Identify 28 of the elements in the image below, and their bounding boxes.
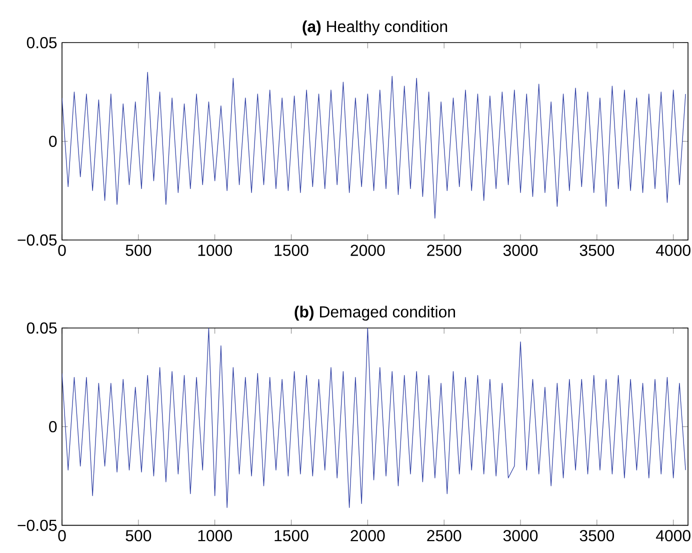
x-tick-label: 500: [126, 244, 152, 256]
x-tick-label: 1000: [198, 530, 232, 542]
y-tick-label: 0: [49, 420, 57, 432]
y-tick-label: −0.05: [18, 520, 57, 531]
chart-title: (b) Demaged condition: [294, 306, 455, 320]
y-tick-label: 0.05: [26, 322, 57, 334]
x-tick-label: 1500: [274, 530, 308, 542]
x-tick-label: 2500: [427, 244, 462, 256]
y-tick-label: −0.05: [18, 234, 57, 246]
y-tick-label: 0: [49, 136, 57, 147]
x-tick-label: 500: [126, 530, 152, 542]
x-tick-label: 2000: [350, 244, 385, 256]
x-tick-label: 3500: [580, 244, 614, 256]
x-tick-label: 2000: [350, 530, 385, 542]
x-tick-label: 1000: [198, 244, 232, 256]
y-tick-label: 0.05: [26, 36, 57, 48]
x-tick-label: 0: [58, 530, 66, 542]
x-tick-label: 3500: [580, 530, 614, 542]
chart-title: (a) Healthy condition: [302, 20, 448, 36]
x-tick-label: 3000: [503, 244, 538, 256]
x-tick-label: 0: [58, 244, 66, 256]
line-series: [62, 72, 686, 218]
x-tick-label: 4000: [656, 244, 690, 256]
x-tick-label: 3000: [503, 530, 538, 542]
x-tick-label: 4000: [656, 530, 690, 542]
x-tick-label: 1500: [274, 244, 308, 256]
x-tick-label: 2500: [427, 530, 462, 542]
line-series: [62, 328, 686, 508]
